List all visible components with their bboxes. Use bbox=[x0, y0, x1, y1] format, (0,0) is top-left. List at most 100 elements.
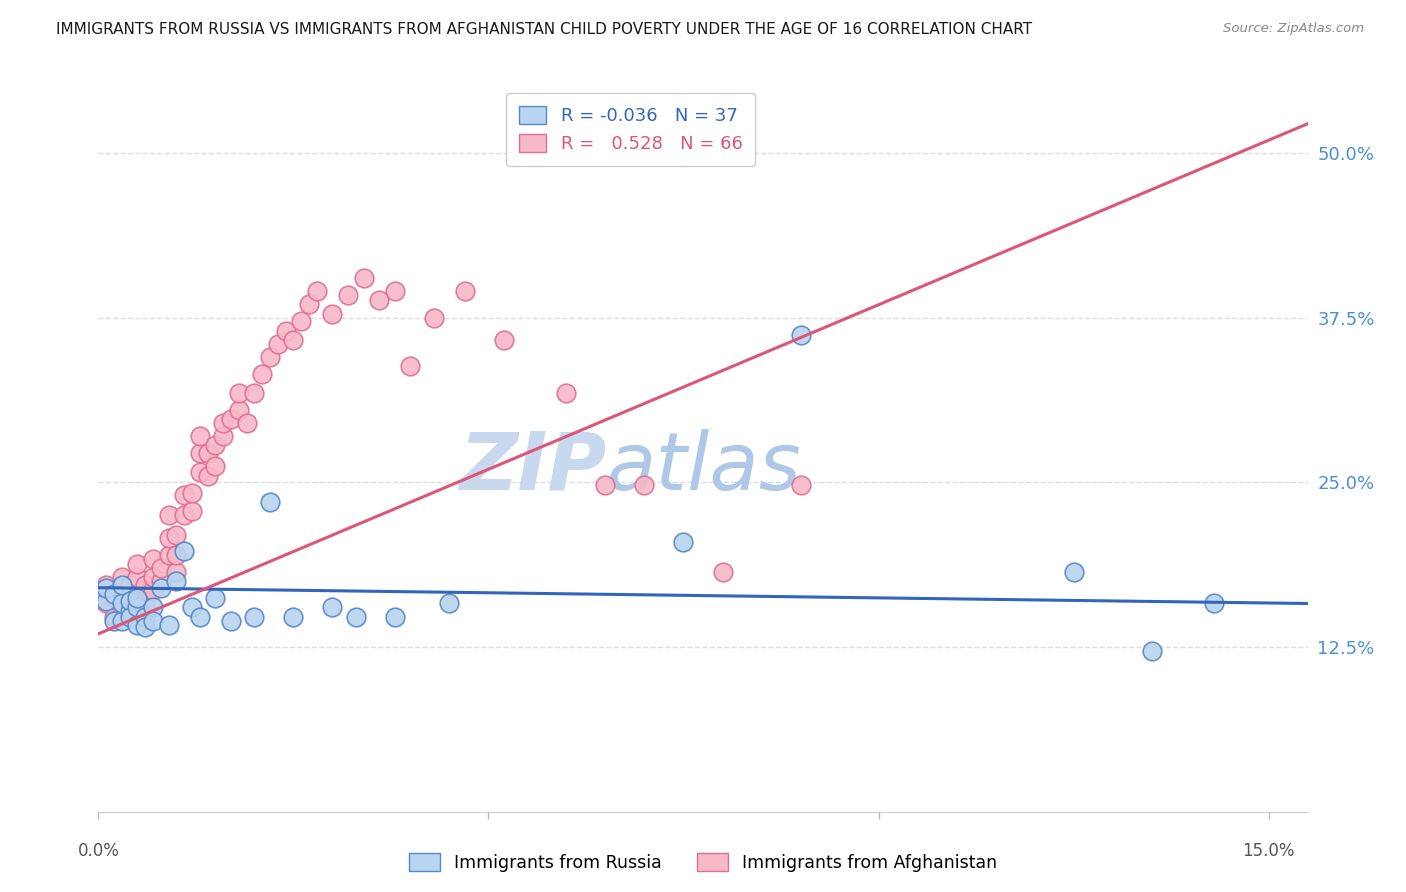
Point bbox=[204, 438, 226, 452]
Point bbox=[212, 429, 235, 443]
Point bbox=[384, 609, 406, 624]
Point bbox=[134, 609, 156, 624]
Point bbox=[149, 561, 172, 575]
Point bbox=[228, 385, 250, 400]
Point bbox=[142, 570, 165, 584]
Point bbox=[142, 551, 165, 566]
Point bbox=[423, 310, 446, 325]
Point bbox=[243, 385, 266, 400]
Point bbox=[283, 609, 305, 624]
Legend: Immigrants from Russia, Immigrants from Afghanistan: Immigrants from Russia, Immigrants from … bbox=[402, 847, 1004, 879]
Point bbox=[96, 581, 118, 595]
Point bbox=[142, 614, 165, 628]
Point bbox=[181, 504, 204, 518]
Point bbox=[96, 594, 118, 608]
Point bbox=[142, 583, 165, 598]
Point bbox=[252, 367, 274, 381]
Point bbox=[149, 574, 172, 588]
Point bbox=[111, 600, 134, 615]
Point bbox=[173, 508, 195, 523]
Legend: R = -0.036   N = 37, R =   0.528   N = 66: R = -0.036 N = 37, R = 0.528 N = 66 bbox=[506, 93, 755, 166]
Point bbox=[165, 565, 187, 579]
Point bbox=[283, 333, 305, 347]
Point bbox=[321, 307, 343, 321]
Text: atlas: atlas bbox=[606, 429, 801, 507]
Point bbox=[181, 600, 204, 615]
Point bbox=[127, 591, 149, 606]
Point bbox=[267, 336, 290, 351]
Text: 15.0%: 15.0% bbox=[1243, 842, 1295, 861]
Point bbox=[134, 620, 156, 634]
Point bbox=[127, 600, 149, 615]
Point bbox=[149, 581, 172, 595]
Point bbox=[204, 459, 226, 474]
Point bbox=[1063, 565, 1085, 579]
Point bbox=[111, 570, 134, 584]
Point bbox=[118, 604, 141, 618]
Point bbox=[103, 614, 125, 628]
Text: Source: ZipAtlas.com: Source: ZipAtlas.com bbox=[1223, 22, 1364, 36]
Text: ZIP: ZIP bbox=[458, 429, 606, 507]
Point bbox=[127, 587, 149, 601]
Point bbox=[212, 416, 235, 430]
Point bbox=[111, 578, 134, 592]
Point bbox=[321, 600, 343, 615]
Point bbox=[111, 597, 134, 611]
Point bbox=[157, 531, 180, 545]
Point bbox=[188, 446, 211, 460]
Point bbox=[633, 478, 655, 492]
Point bbox=[127, 617, 149, 632]
Point bbox=[274, 324, 297, 338]
Point bbox=[290, 314, 312, 328]
Point bbox=[259, 350, 281, 364]
Point bbox=[555, 385, 578, 400]
Point bbox=[134, 600, 156, 615]
Point bbox=[118, 609, 141, 624]
Point bbox=[789, 327, 811, 342]
Point bbox=[672, 534, 695, 549]
Point bbox=[494, 333, 516, 347]
Point bbox=[165, 574, 187, 588]
Point bbox=[204, 591, 226, 606]
Point bbox=[103, 587, 125, 601]
Point bbox=[127, 570, 149, 584]
Point bbox=[595, 478, 617, 492]
Point bbox=[789, 478, 811, 492]
Point bbox=[165, 528, 187, 542]
Point bbox=[1140, 644, 1163, 658]
Point bbox=[1202, 597, 1225, 611]
Point bbox=[173, 488, 195, 502]
Point bbox=[157, 508, 180, 523]
Point bbox=[439, 597, 461, 611]
Point bbox=[165, 548, 187, 562]
Point bbox=[111, 614, 134, 628]
Point bbox=[118, 578, 141, 592]
Point bbox=[118, 597, 141, 611]
Point bbox=[243, 609, 266, 624]
Point bbox=[399, 359, 422, 374]
Point bbox=[368, 293, 391, 308]
Point bbox=[353, 271, 375, 285]
Point bbox=[181, 485, 204, 500]
Point bbox=[134, 578, 156, 592]
Point bbox=[142, 600, 165, 615]
Point bbox=[188, 465, 211, 479]
Point bbox=[219, 412, 242, 426]
Point bbox=[127, 557, 149, 571]
Point bbox=[305, 284, 328, 298]
Point bbox=[157, 548, 180, 562]
Point bbox=[173, 543, 195, 558]
Point bbox=[197, 468, 219, 483]
Point bbox=[188, 609, 211, 624]
Point bbox=[96, 597, 118, 611]
Point bbox=[235, 416, 257, 430]
Text: 0.0%: 0.0% bbox=[77, 842, 120, 861]
Point bbox=[219, 614, 242, 628]
Point bbox=[118, 594, 141, 608]
Point bbox=[103, 591, 125, 606]
Point bbox=[134, 591, 156, 606]
Point bbox=[337, 288, 360, 302]
Point bbox=[103, 609, 125, 624]
Point bbox=[344, 609, 367, 624]
Point bbox=[454, 284, 477, 298]
